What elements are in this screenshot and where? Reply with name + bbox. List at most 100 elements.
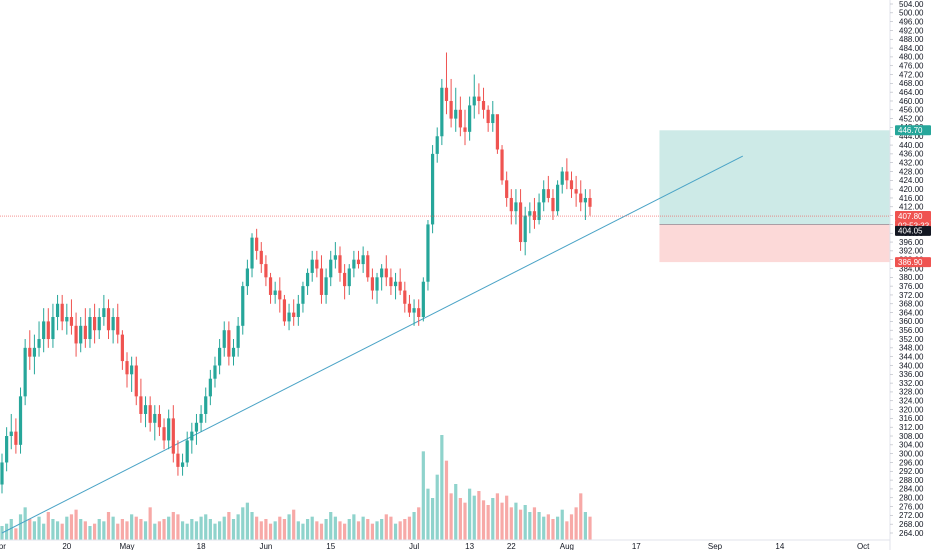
- volume-bar: [393, 523, 398, 540]
- candle-body: [106, 308, 111, 331]
- price-tick-label: 360.00: [899, 317, 924, 326]
- candle-body: [264, 264, 268, 278]
- volume-bar: [143, 521, 148, 540]
- candle-body: [199, 413, 203, 423]
- price-tick-label: 292.00: [899, 467, 924, 476]
- volume-bar: [569, 514, 574, 540]
- candle-body: [23, 347, 27, 397]
- time-tick-label: Apr: [0, 542, 6, 550]
- candle-body: [231, 347, 236, 357]
- volume-bar: [213, 523, 217, 540]
- candle-body: [305, 272, 310, 287]
- candle-body: [329, 259, 333, 278]
- candle-body: [458, 109, 462, 128]
- candle-body: [134, 365, 138, 397]
- volume-bar: [472, 495, 476, 540]
- volume-bar: [60, 523, 64, 540]
- candle-body: [384, 268, 388, 278]
- candle-body: [250, 237, 254, 269]
- volume-bar: [532, 507, 537, 540]
- volume-bar: [347, 519, 351, 540]
- candle-body: [569, 180, 574, 190]
- candle-body: [296, 303, 300, 317]
- volume-bar: [162, 519, 166, 540]
- volume-bar: [222, 516, 226, 540]
- candle-body: [273, 290, 277, 295]
- volume-bar: [366, 519, 370, 540]
- candle-body: [9, 431, 13, 437]
- volume-bar: [458, 498, 462, 540]
- volume-bar: [481, 500, 486, 540]
- candle-body: [74, 325, 78, 344]
- price-tick-label: 488.00: [899, 35, 924, 44]
- time-axis: Apr 20 May 18 Jun 15 Jul 13 22 Aug 17 Sep 14 Oct: [0, 539, 890, 550]
- volume-bar: [134, 516, 138, 540]
- volume-bar: [14, 528, 18, 540]
- volume-bar: [375, 521, 379, 540]
- price-tick-label: 280.00: [899, 494, 924, 503]
- price-tick-label: 432.00: [899, 159, 924, 168]
- volume-bar: [296, 521, 300, 540]
- volume-bar: [0, 526, 4, 540]
- candle-body: [583, 197, 587, 203]
- candle-body: [18, 396, 23, 445]
- price-axis: 504.00500.00496.00492.00488.00484.00480.…: [889, 0, 924, 550]
- price-tick-label: 284.00: [899, 485, 924, 494]
- volume-bar: [528, 512, 532, 540]
- candle-body: [208, 378, 212, 397]
- price-tick-label: 308.00: [899, 432, 924, 441]
- volume-bar: [88, 526, 92, 540]
- volume-bar: [208, 519, 212, 540]
- volume-bar: [157, 521, 162, 540]
- candle-body: [204, 396, 208, 414]
- candle-body: [116, 316, 120, 335]
- candle-body: [5, 436, 9, 463]
- candle-body: [213, 365, 217, 379]
- volume-bar: [389, 516, 393, 540]
- volume-bar: [333, 516, 337, 540]
- candle-body: [130, 365, 134, 375]
- volume-bar: [500, 502, 504, 540]
- volume-bar: [97, 519, 101, 540]
- volume-bar: [324, 519, 328, 540]
- candle-body: [259, 250, 263, 265]
- volume-bar: [9, 519, 13, 540]
- volume-bar: [5, 523, 9, 540]
- candle-body: [366, 255, 370, 278]
- time-tick-label: Jun: [259, 542, 272, 550]
- candle-body: [430, 153, 435, 225]
- volume-bar: [449, 493, 453, 540]
- price-tick-label: 364.00: [899, 308, 924, 317]
- candle-body: [241, 286, 245, 326]
- volume-bar: [199, 516, 203, 540]
- candle-body: [236, 325, 240, 348]
- candle-body: [486, 109, 490, 124]
- candle-body: [46, 321, 50, 340]
- candle-body: [426, 224, 430, 282]
- candle-body: [287, 312, 291, 322]
- candle-body: [389, 277, 393, 287]
- price-tick-label: 368.00: [899, 300, 924, 309]
- candle-body: [125, 361, 129, 375]
- volume-bar: [282, 519, 287, 540]
- candle-body: [69, 316, 74, 326]
- candle-body: [481, 100, 486, 110]
- volume-bar: [523, 505, 527, 540]
- candle-body: [417, 308, 421, 317]
- candle-body: [333, 255, 337, 260]
- volume-bar: [579, 493, 583, 540]
- time-tick-label: 13: [465, 542, 474, 550]
- volume-bar: [343, 523, 347, 540]
- volume-bar: [417, 507, 421, 540]
- price-tick-label: 416.00: [899, 194, 924, 203]
- candle-body: [111, 316, 115, 331]
- volume-bar: [106, 512, 111, 540]
- trendline-layer: [1, 155, 744, 534]
- candle-body: [301, 286, 305, 304]
- candle-body: [88, 316, 92, 340]
- candle-body: [518, 202, 523, 243]
- time-tick-label: Aug: [560, 542, 574, 550]
- entry-price-tag-bg: [895, 225, 931, 236]
